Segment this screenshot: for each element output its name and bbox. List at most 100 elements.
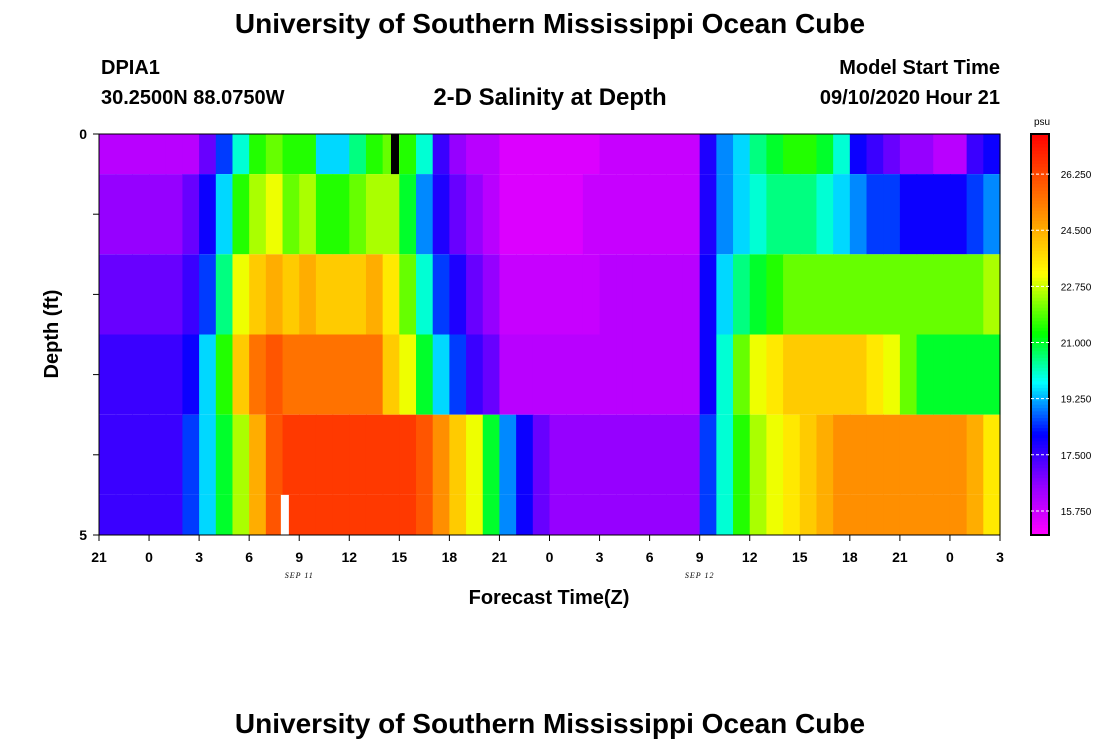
colorbar-segment — [1031, 217, 1049, 222]
colorbar-segment — [1031, 150, 1049, 155]
colorbar-segment — [1031, 354, 1049, 359]
colorbar-segment — [1031, 154, 1049, 158]
x-tick-label: 18 — [842, 549, 858, 565]
x-axis-title: Forecast Time(Z) — [469, 587, 630, 609]
colorbar-segment — [1031, 514, 1049, 519]
heatmap-cell — [299, 174, 317, 255]
heatmap-cell — [315, 134, 334, 175]
heatmap-cell — [849, 134, 868, 175]
heatmap-cell — [399, 134, 417, 175]
heatmap-cell — [916, 174, 934, 255]
heatmap-cell — [282, 174, 300, 255]
heatmap-cell — [783, 134, 801, 175]
colorbar-segment — [1031, 387, 1049, 392]
heatmap-cell — [883, 254, 901, 335]
heatmap-cell — [649, 134, 667, 175]
marker-black — [390, 134, 399, 175]
heatmap-cell — [582, 174, 601, 255]
x-tick-label: 18 — [442, 549, 458, 565]
heatmap-cell — [149, 494, 167, 535]
x-tick-label: 3 — [596, 549, 604, 565]
heatmap-cell — [816, 494, 834, 535]
colorbar-segment — [1031, 498, 1049, 503]
heatmap-cell — [632, 254, 651, 335]
colorbar-tick-label: 15.750 — [1061, 507, 1092, 518]
heatmap-cell — [482, 414, 501, 495]
heatmap-cell — [499, 134, 517, 175]
heatmap-cell — [599, 494, 617, 535]
heatmap-cell — [299, 134, 317, 175]
colorbar-tick-label: 26.250 — [1061, 170, 1092, 181]
heatmap-cell — [182, 334, 200, 415]
heatmap-cell — [949, 494, 968, 535]
colorbar-segment — [1031, 277, 1049, 282]
heatmap-cell — [365, 334, 384, 415]
heatmap-cell — [733, 134, 751, 175]
heatmap-cell — [783, 494, 801, 535]
heatmap-cell — [866, 174, 884, 255]
heatmap-cell — [215, 174, 234, 255]
heatmap-cell — [516, 134, 534, 175]
heatmap-cell — [482, 134, 501, 175]
heatmap-cell — [165, 174, 184, 255]
heatmap-cell — [783, 334, 801, 415]
heatmap-cell — [199, 334, 217, 415]
heatmap-cell — [265, 134, 284, 175]
heatmap-cell — [582, 254, 601, 335]
colorbar-segment — [1031, 220, 1049, 225]
heatmap-cell — [749, 334, 768, 415]
colorbar-segment — [1031, 190, 1049, 195]
heatmap-cell — [115, 414, 133, 495]
heatmap-cell — [215, 134, 234, 175]
heatmap-cell — [265, 494, 284, 535]
colorbar-segment — [1031, 331, 1049, 335]
heatmap-cell — [265, 334, 284, 415]
heatmap-cell — [949, 334, 968, 415]
heatmap-cell — [716, 254, 734, 335]
heatmap-cell — [733, 174, 751, 255]
colorbar-segment — [1031, 281, 1049, 285]
heatmap-cell — [549, 494, 567, 535]
colorbar-segment — [1031, 174, 1049, 178]
heatmap-cell — [516, 254, 534, 335]
heatmap-cell — [349, 494, 367, 535]
colorbar-segment — [1031, 391, 1049, 396]
heatmap-cell — [849, 414, 868, 495]
heatmap-cell — [466, 414, 484, 495]
heatmap-cell — [666, 494, 684, 535]
colorbar-segment — [1031, 247, 1049, 252]
colorbar-unit: psu — [1034, 117, 1050, 128]
heatmap-cell — [416, 494, 434, 535]
x-tick-label: 21 — [492, 549, 508, 565]
colorbar-segment — [1031, 324, 1049, 329]
heatmap-cell — [549, 254, 567, 335]
colorbar-segment — [1031, 468, 1049, 473]
colorbar-segment — [1031, 204, 1049, 209]
heatmap-cell — [332, 174, 350, 255]
colorbar-segment — [1031, 187, 1049, 192]
heatmap-cell — [899, 134, 918, 175]
heatmap-cell — [799, 494, 818, 535]
heatmap-cell — [249, 494, 267, 535]
heatmap-cell — [315, 334, 334, 415]
colorbar-segment — [1031, 424, 1049, 429]
heatmap-cell — [149, 134, 167, 175]
heatmap-cell — [883, 414, 901, 495]
heatmap-cell — [232, 254, 250, 335]
colorbar-segment — [1031, 438, 1049, 442]
heatmap-cell — [549, 134, 567, 175]
colorbar-segment — [1031, 384, 1049, 389]
heatmap-cell — [432, 494, 450, 535]
heatmap-cell — [182, 494, 200, 535]
heatmap-cell — [682, 174, 701, 255]
heatmap-cell — [799, 254, 818, 335]
heatmap-cell — [482, 254, 501, 335]
colorbar-segment — [1031, 484, 1049, 489]
colorbar-segment — [1031, 434, 1049, 439]
heatmap-cell — [516, 414, 534, 495]
heatmap-cell — [466, 494, 484, 535]
colorbar-segment — [1031, 311, 1049, 315]
heatmap-cell — [165, 254, 184, 335]
colorbar-segment — [1031, 240, 1049, 245]
